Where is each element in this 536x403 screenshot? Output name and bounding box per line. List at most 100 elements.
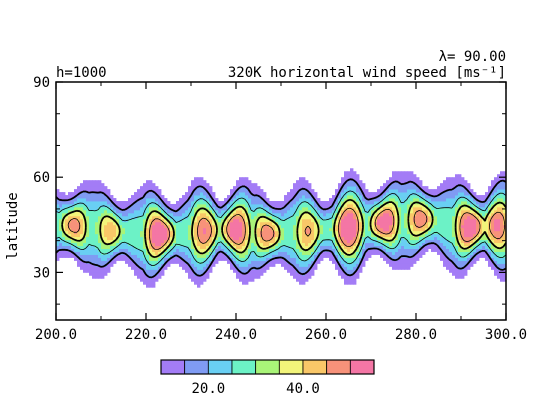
- field-cell: [149, 260, 153, 264]
- field-cell: [131, 263, 135, 267]
- field-cell: [173, 203, 177, 208]
- field-cell: [380, 212, 384, 217]
- field-cell: [167, 209, 171, 214]
- field-cell: [398, 209, 402, 214]
- field-cell: [410, 260, 414, 264]
- field-cell: [203, 203, 207, 208]
- field-cell: [185, 248, 189, 252]
- field-cell: [71, 221, 75, 226]
- field-cell: [290, 260, 294, 264]
- field-cell: [500, 171, 504, 175]
- field-cell: [140, 269, 144, 273]
- field-cell: [104, 227, 108, 232]
- field-cell: [371, 251, 375, 255]
- field-cell: [437, 248, 441, 252]
- field-cell: [215, 245, 219, 249]
- field-cell: [251, 230, 255, 235]
- field-cell: [74, 239, 78, 244]
- field-cell: [353, 266, 357, 270]
- field-cell: [92, 218, 96, 223]
- field-cell: [407, 263, 411, 267]
- field-cell: [293, 251, 297, 255]
- field-cell: [269, 206, 273, 211]
- field-cell: [161, 239, 165, 244]
- field-cell: [218, 224, 222, 229]
- field-cell: [305, 195, 309, 199]
- field-cell: [209, 257, 213, 261]
- field-cell: [236, 260, 240, 264]
- field-cell: [95, 269, 99, 273]
- field-cell: [473, 242, 477, 247]
- field-cell: [143, 203, 147, 208]
- field-cell: [317, 198, 321, 202]
- field-cell: [395, 224, 399, 229]
- field-cell: [146, 263, 150, 267]
- field-cell: [428, 224, 432, 229]
- colorbar-swatch: [302, 359, 328, 375]
- field-cell: [92, 221, 96, 226]
- field-cell: [452, 215, 456, 220]
- field-cell: [113, 233, 117, 238]
- field-cell: [209, 236, 213, 241]
- field-cell: [203, 212, 207, 217]
- field-cell: [83, 245, 87, 249]
- field-cell: [404, 245, 408, 249]
- field-cell: [113, 201, 117, 205]
- field-cell: [155, 189, 159, 193]
- field-cell: [440, 209, 444, 214]
- field-cell: [272, 201, 276, 205]
- field-cell: [290, 209, 294, 214]
- field-cell: [401, 171, 405, 175]
- field-cell: [182, 263, 186, 267]
- field-cell: [392, 260, 396, 264]
- field-cell: [461, 239, 465, 244]
- field-cell: [473, 257, 477, 261]
- field-cell: [86, 201, 90, 205]
- field-cell: [131, 198, 135, 202]
- field-cell: [164, 251, 168, 255]
- field-cell: [239, 239, 243, 244]
- field-cell: [134, 209, 138, 214]
- field-cell: [245, 236, 249, 241]
- field-cell: [464, 192, 468, 196]
- field-cell: [281, 227, 285, 232]
- field-cell: [488, 218, 492, 223]
- field-cell: [197, 284, 201, 288]
- field-cell: [344, 275, 348, 279]
- field-cell: [239, 257, 243, 261]
- field-cell: [440, 198, 444, 202]
- field-cell: [263, 192, 267, 196]
- field-cell: [65, 236, 69, 241]
- field-cell: [329, 236, 333, 241]
- field-cell: [62, 224, 66, 229]
- field-cell: [203, 275, 207, 279]
- field-cell: [251, 254, 255, 258]
- field-cell: [347, 278, 351, 282]
- field-cell: [242, 201, 246, 205]
- field-cell: [416, 192, 420, 196]
- field-cell: [269, 233, 273, 238]
- field-cell: [278, 239, 282, 244]
- field-cell: [227, 227, 231, 232]
- field-cell: [281, 263, 285, 267]
- field-cell: [155, 221, 159, 226]
- field-cell: [242, 266, 246, 270]
- field-cell: [344, 254, 348, 258]
- field-cell: [176, 236, 180, 241]
- field-cell: [146, 183, 150, 187]
- field-cell: [323, 221, 327, 226]
- field-cell: [248, 257, 252, 261]
- field-cell: [107, 239, 111, 244]
- field-cell: [257, 201, 261, 205]
- field-cell: [98, 192, 102, 196]
- field-cell: [353, 183, 357, 187]
- field-cell: [470, 195, 474, 199]
- field-cell: [137, 215, 141, 220]
- field-cell: [92, 266, 96, 270]
- field-cell: [422, 233, 426, 238]
- field-cell: [389, 203, 393, 208]
- y-tick-label: 90: [33, 75, 50, 91]
- field-cell: [275, 242, 279, 247]
- field-cell: [329, 218, 333, 223]
- field-cell: [92, 236, 96, 241]
